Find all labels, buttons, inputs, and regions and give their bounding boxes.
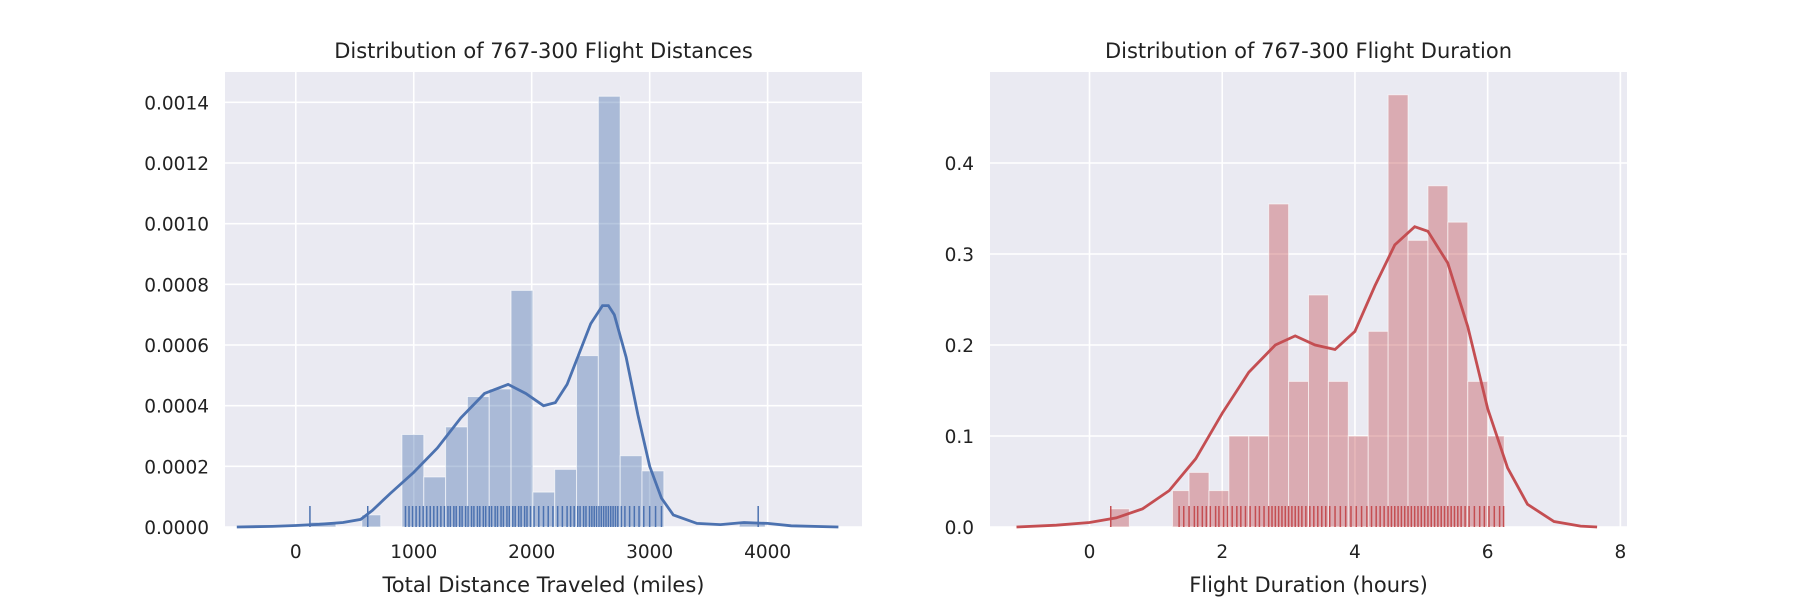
distance-y-tick-label: 0.0014 [144,93,209,114]
duration-histogram-bar [1407,239,1429,528]
duration-histogram-bar [1367,330,1389,528]
duration-x-axis-label: Flight Duration (hours) [1189,573,1428,597]
distance-plot-area [225,72,862,527]
duration-chart-title: Distribution of 767-300 Flight Duration [1105,39,1512,63]
duration-y-tick-labels: 0.0 0.1 0.2 0.3 0.4 [945,154,974,539]
distance-histogram-bar [576,355,599,528]
distance-y-tick-label: 0.0004 [144,397,209,418]
duration-histogram-bar [1387,94,1409,528]
duration-histogram-bar [1268,203,1290,528]
distance-y-tick-label: 0.0002 [144,457,209,478]
duration-histogram-bar [1467,380,1489,528]
distance-x-tick-label: 4000 [744,542,791,563]
distance-y-tick-labels: 0.0000 0.0002 0.0004 0.0006 0.0008 0.0010 0.00… [144,93,209,539]
distance-x-tick-label: 2000 [508,542,555,563]
distance-chart: 0 1000 2000 3000 4000 0.00000.00020.00040.00… [144,39,862,597]
distance-rug-marks [309,506,759,527]
distance-chart-title: Distribution of 767-300 Flight Distances [334,39,753,63]
duration-gridlines [990,72,1627,528]
distance-x-axis-label: Total Distance Traveled (miles) [382,573,705,597]
distance-histogram-bar [361,514,382,528]
distance-y-tick-label: 0.0012 [144,154,209,175]
distance-histogram-bar [641,470,665,528]
distance-y-tick-label: 0.0008 [144,275,209,296]
duration-x-tick-label: 6 [1482,542,1494,563]
duration-y-tick-label: 0.2 [945,336,974,357]
duration-rug-marks [1110,506,1505,527]
distance-x-tick-labels: 0 1000 2000 3000 4000 [290,542,791,563]
duration-histogram-bar [1308,294,1329,528]
duration-x-tick-label: 2 [1216,542,1228,563]
duration-kde-line [1016,225,1598,529]
distance-histogram-bar [510,289,534,528]
distance-kde-line [236,304,839,529]
distance-x-tick-label: 3000 [626,542,673,563]
duration-y-tick-label: 0.4 [945,154,974,175]
duration-y-tick-label: 0.1 [945,427,974,448]
distance-y-tick-label: 0.0000 [144,518,209,539]
duration-x-tick-label: 4 [1349,542,1361,563]
duration-histogram-bar [1327,380,1349,528]
duration-histogram-bars [1108,94,1505,528]
duration-histogram-bar [1171,490,1190,528]
duration-histogram-bar [1288,380,1309,528]
duration-x-tick-label: 8 [1614,542,1626,563]
distance-x-tick-label: 1000 [390,542,437,563]
distance-histogram-bar [597,95,621,528]
distance-histogram-bar [488,388,512,528]
duration-y-tick-label: 0.3 [945,245,974,266]
distance-x-tick-label: 0 [290,542,302,563]
duration-y-tick-label: 0.0 [945,518,974,539]
duration-x-tick-labels: 0 2 4 6 8 [1084,542,1627,563]
distance-histogram-bars [309,95,766,528]
duration-chart: 0 2 4 6 8 0.0 0.1 0.2 0.3 0.4 Distribution of 76… [945,39,1627,597]
duration-histogram-bar [1447,221,1469,528]
duration-x-tick-label: 0 [1084,542,1096,563]
distance-y-tick-label: 0.0006 [144,336,209,357]
distance-y-tick-label: 0.0010 [144,215,209,236]
